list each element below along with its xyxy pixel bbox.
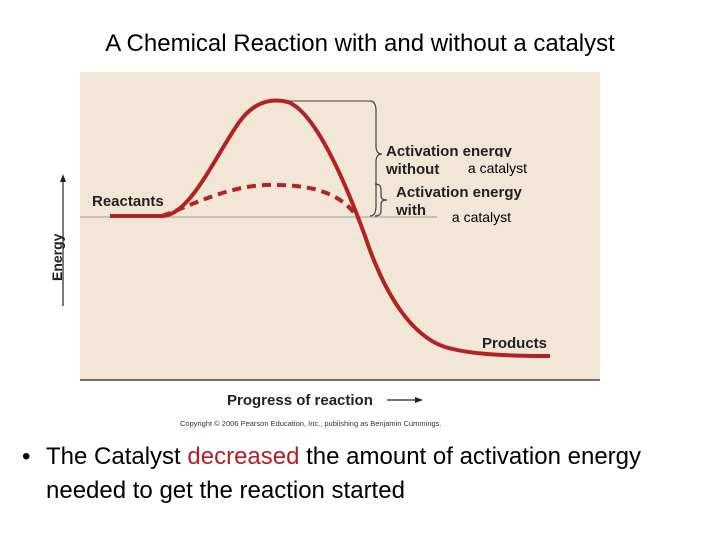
reactants-label: Reactants — [92, 193, 164, 210]
copyright-text: Copyright © 2006 Pearson Education, Inc.… — [180, 419, 442, 428]
bracket-with-catalyst — [374, 183, 388, 217]
x-axis-label: Progress of reaction — [227, 392, 373, 409]
y-axis-label: Energy — [49, 233, 65, 281]
catalyzed-curve — [161, 182, 360, 220]
ea-without-line2: without — [385, 161, 439, 178]
ea-without-line1: Activation energy — [386, 143, 513, 160]
energy-diagram-svg: Energy Progress of reaction Reactants Pr… — [49, 72, 600, 428]
bullet-symbol: • — [22, 443, 31, 470]
energy-diagram: Energy Progress of reaction Reactants Pr… — [40, 66, 620, 436]
products-label: Products — [482, 335, 547, 352]
bullet-point: • The Catalyst decreased the amount of a… — [22, 440, 702, 508]
ea-with-line2: with — [395, 202, 426, 219]
ea-with-line1: Activation energy — [396, 184, 523, 201]
slide-title: A Chemical Reaction with and without a c… — [105, 30, 615, 57]
bullet-text: The Catalyst decreased the amount of act… — [46, 440, 702, 508]
bullet-text-after: the amount of activation energy needed t… — [46, 443, 642, 504]
y-axis-arrowhead — [60, 174, 66, 182]
bullet-text-before: The Catalyst — [46, 443, 188, 470]
ea-without-patch: a catalyst — [453, 157, 542, 181]
uncatalyzed-curve — [110, 98, 551, 358]
bracket-without-catalyst — [369, 100, 383, 217]
bullet-highlight: decreased — [187, 443, 300, 470]
x-axis-arrowhead — [415, 397, 423, 403]
ea-with-patch: a catalyst — [437, 206, 526, 230]
